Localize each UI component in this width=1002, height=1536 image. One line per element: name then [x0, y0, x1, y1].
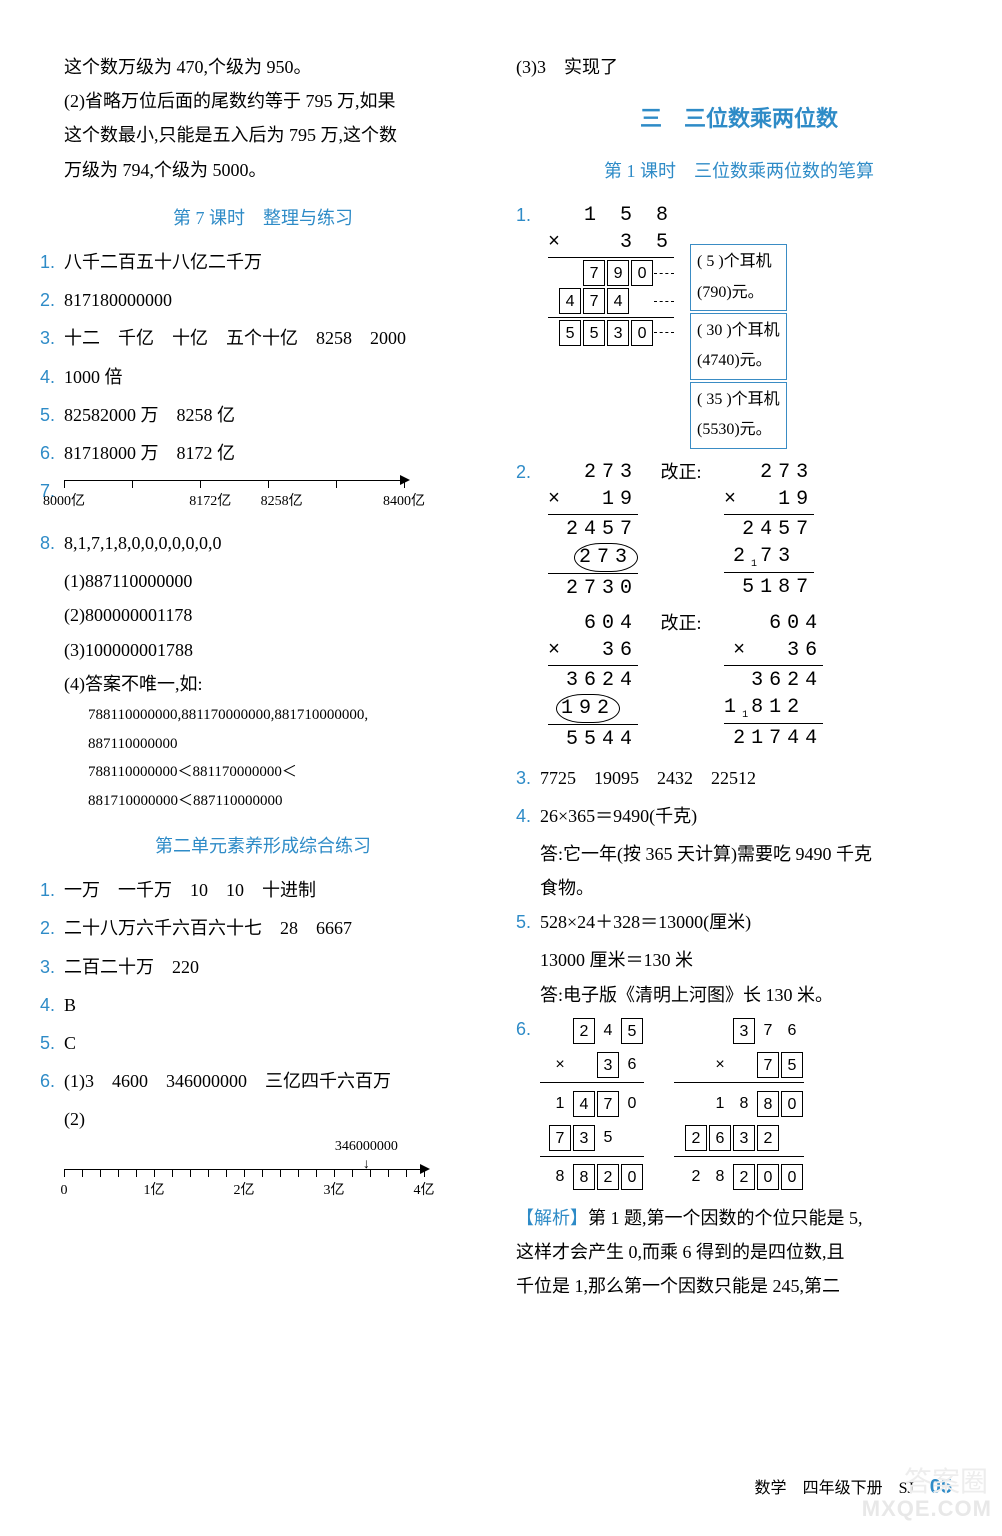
analysis: 【解析】第 1 题,第一个因数的个位只能是 5, — [516, 1201, 962, 1235]
answer: 26×365＝9490(千克) — [540, 799, 962, 833]
intro-line: 这个数万级为 470,个级为 950。 — [40, 50, 486, 84]
sub-answer: 788110000000＜881170000000＜ — [40, 758, 486, 787]
answer: 一万 一千万 10 10 十进制 — [64, 873, 486, 907]
boxed-multiplication: 245×3614707358820 376×751880263228200 — [540, 1012, 962, 1193]
answer: 二十八万六千六百六十七 28 6667 — [64, 911, 486, 945]
section-heading: 第二单元素养形成综合练习 — [40, 829, 486, 863]
item-number: 2. — [40, 283, 64, 317]
item-number: 2. — [516, 455, 540, 489]
item-number: 2. — [40, 911, 64, 945]
lesson-heading: 第 7 课时 整理与练习 — [40, 201, 486, 235]
answer: 817180000000 — [64, 283, 486, 317]
answer: (1)3 4600 346000000 三亿四千六百万 — [64, 1064, 486, 1098]
number-line-7: 8000亿 8172亿 8258亿 8400亿 — [64, 474, 486, 522]
item-number: 6. — [40, 436, 64, 470]
answer: C — [64, 1026, 486, 1060]
boxed-mult-right: 376×751880263228200 — [674, 1012, 804, 1193]
unit-heading: 三 三位数乘两位数 — [516, 98, 962, 140]
answer: 八千二百五十八亿二千万 — [64, 245, 486, 279]
item-number: 3. — [40, 950, 64, 984]
answer: 十二 千亿 十亿 五个十亿 8258 2000 — [64, 321, 486, 355]
watermark-url: MXQE.COM — [862, 1488, 992, 1530]
answer: 7725 19095 2432 22512 — [540, 761, 962, 795]
answer-line: 答:电子版《清明上河图》长 130 米。 — [516, 978, 962, 1012]
item-number: 3. — [40, 321, 64, 355]
answer: 二百二十万 220 — [64, 950, 486, 984]
answer-line: 答:它一年(按 365 天计算)需要吃 9490 千克 — [516, 837, 962, 871]
sub-answer: 788110000000,881170000000,881710000000, — [40, 701, 486, 730]
answer: 8,1,7,1,8,0,0,0,0,0,0,0 — [64, 526, 486, 560]
top-answer: (3)3 实现了 — [516, 50, 962, 84]
answer-line: 食物。 — [516, 871, 962, 905]
item-number: 6. — [40, 1064, 64, 1098]
item-number: 4. — [516, 799, 540, 833]
left-column: 这个数万级为 470,个级为 950。 (2)省略万位后面的尾数约等于 795 … — [40, 50, 486, 1303]
answer: 1000 倍 — [64, 360, 486, 394]
item-number: 1. — [516, 198, 540, 232]
answer: B — [64, 988, 486, 1022]
item-number: 5. — [40, 1026, 64, 1060]
answer: 81718000 万 8172 亿 — [64, 436, 486, 470]
answer-line: 13000 厘米＝130 米 — [516, 943, 962, 977]
answer: 82582000 万 8258 亿 — [64, 398, 486, 432]
intro-line: (2)省略万位后面的尾数约等于 795 万,如果 — [40, 84, 486, 118]
vertical-mult-diagram: 1 5 8 × 3 5 790 474 5530 ( 5 )个耳机(790)元。… — [540, 198, 962, 450]
lesson-heading: 第 1 课时 三位数乘两位数的笔算 — [516, 154, 962, 188]
analysis-line: 千位是 1,那么第一个因数只能是 245,第二 — [516, 1269, 962, 1303]
sub-answer: (2) 346000000 ↓ 0 1亿 2亿 3亿 4亿 — [40, 1102, 486, 1186]
sub-answer: (3)100000001788 — [40, 633, 486, 667]
sub-answer: (4)答案不唯一,如: — [40, 667, 486, 701]
item-number: 4. — [40, 360, 64, 394]
item-number: 6. — [516, 1012, 540, 1046]
sub-answer: (2)800000001178 — [40, 598, 486, 632]
item-number: 4. — [40, 988, 64, 1022]
intro-line: 这个数最小,只能是五入后为 795 万,这个数 — [40, 118, 486, 152]
analysis-line: 这样才会产生 0,而乘 6 得到的是四位数,且 — [516, 1235, 962, 1269]
sub-answer: 881710000000＜887110000000 — [40, 787, 486, 816]
item-number: 8. — [40, 526, 64, 560]
item-number: 5. — [516, 905, 540, 939]
item-number: 3. — [516, 761, 540, 795]
sub-answer: (1)887110000000 — [40, 564, 486, 598]
intro-line: 万级为 794,个级为 5000。 — [40, 153, 486, 187]
right-column: (3)3 实现了 三 三位数乘两位数 第 1 课时 三位数乘两位数的笔算 1. … — [516, 50, 962, 1303]
answer: 528×24＋328＝13000(厘米) — [540, 905, 962, 939]
boxed-mult-left: 245×3614707358820 — [540, 1012, 644, 1193]
item-number: 5. — [40, 398, 64, 432]
item-number: 1. — [40, 245, 64, 279]
correction-problems: 273 × 19 2457 273 2730 改正: 273 × 19 2457 — [540, 455, 962, 757]
sub-answer: 887110000000 — [40, 730, 486, 759]
item-number: 1. — [40, 873, 64, 907]
